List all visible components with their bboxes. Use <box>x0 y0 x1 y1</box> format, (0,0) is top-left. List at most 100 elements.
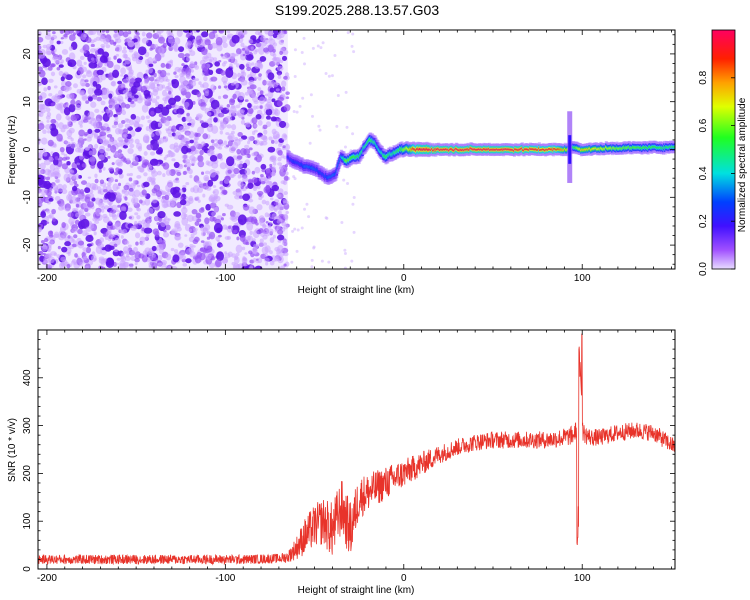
noise-blob <box>70 114 76 122</box>
noise-blob <box>86 243 92 247</box>
noise-blob <box>283 104 291 112</box>
noise-blob <box>213 117 218 123</box>
noise-blob <box>151 245 157 252</box>
noise-blob <box>82 118 89 123</box>
noise-blob <box>245 62 252 69</box>
noise-blob <box>90 101 97 108</box>
noise-blob <box>79 155 84 160</box>
noise-blob <box>257 87 262 92</box>
noise-blob <box>166 72 171 76</box>
noise-blob <box>251 177 258 184</box>
noise-blob <box>152 88 159 97</box>
noise-blob <box>191 209 198 215</box>
noise-blob <box>124 240 130 245</box>
noise-blob <box>58 234 65 241</box>
noise-blob <box>225 67 234 79</box>
noise-blob <box>95 83 102 91</box>
noise-blob <box>94 143 99 149</box>
noise-blob <box>236 236 240 241</box>
noise-blob <box>343 145 347 149</box>
noise-blob <box>214 138 218 142</box>
noise-blob <box>240 119 246 125</box>
noise-blob <box>259 90 264 95</box>
noise-blob <box>274 215 280 220</box>
colorbar-tick-label: 0.4 <box>698 166 709 180</box>
noise-blob <box>226 156 235 167</box>
noise-blob <box>99 266 106 269</box>
noise-blob <box>219 180 224 185</box>
noise-blob <box>251 62 255 66</box>
noise-blob <box>174 131 182 139</box>
noise-blob <box>84 212 91 217</box>
noise-blob <box>267 72 275 81</box>
noise-blob <box>132 180 137 184</box>
noise-blob <box>94 178 99 184</box>
noise-blob <box>186 72 192 79</box>
noise-blob <box>107 192 116 202</box>
noise-blob <box>247 238 251 241</box>
noise-blob <box>201 72 205 76</box>
noise-blob <box>272 48 276 53</box>
noise-blob <box>84 133 88 137</box>
noise-blob <box>262 79 267 86</box>
noise-blob <box>244 252 248 255</box>
noise-blob <box>117 122 124 129</box>
noise-blob <box>239 109 245 114</box>
noise-blob <box>295 110 299 114</box>
noise-blob <box>127 71 134 77</box>
noise-blob <box>100 258 106 266</box>
noise-blob <box>237 132 243 137</box>
spectrogram-spike-core <box>568 135 572 164</box>
noise-blob <box>185 258 192 264</box>
noise-blob <box>268 136 273 141</box>
noise-blob <box>222 42 228 49</box>
noise-blob <box>101 30 106 33</box>
noise-blob <box>218 60 222 63</box>
noise-blob <box>90 43 95 48</box>
noise-blob <box>264 231 271 237</box>
noise-blob <box>68 127 75 134</box>
noise-blob <box>212 30 218 34</box>
noise-blob <box>78 120 83 126</box>
snr-marks <box>38 333 675 566</box>
noise-blob <box>157 210 166 219</box>
noise-blob <box>185 40 193 46</box>
noise-blob <box>49 39 54 45</box>
noise-blob <box>68 30 74 34</box>
noise-blob <box>217 85 222 89</box>
noise-blob <box>54 187 59 194</box>
noise-blob <box>285 211 290 214</box>
noise-blob <box>122 144 128 149</box>
noise-blob <box>214 259 222 268</box>
noise-blob <box>120 67 126 75</box>
noise-blob <box>92 121 100 129</box>
snr-ytick-label: 200 <box>22 465 33 482</box>
noise-blob <box>125 253 130 258</box>
noise-blob <box>117 182 122 187</box>
noise-blob <box>72 83 78 89</box>
noise-blob <box>254 265 263 269</box>
noise-blob <box>194 255 202 264</box>
noise-blob <box>49 230 53 235</box>
noise-blob <box>38 95 43 101</box>
noise-blob <box>235 244 243 253</box>
noise-blob <box>242 193 251 202</box>
noise-blob <box>147 254 154 262</box>
noise-blob <box>237 180 244 187</box>
noise-blob <box>218 30 224 33</box>
noise-blob <box>273 208 278 212</box>
noise-blob <box>111 96 118 102</box>
noise-blob <box>56 133 63 142</box>
noise-blob <box>57 89 63 96</box>
noise-blob <box>268 228 274 235</box>
noise-blob <box>164 119 170 127</box>
noise-blob <box>150 110 155 116</box>
noise-blob <box>103 37 109 45</box>
noise-blob <box>87 111 95 119</box>
noise-blob <box>73 208 79 213</box>
noise-blob <box>236 148 241 155</box>
noise-blob <box>316 44 320 48</box>
noise-blob <box>204 217 210 225</box>
noise-blob <box>106 60 114 69</box>
noise-blob <box>284 143 291 151</box>
